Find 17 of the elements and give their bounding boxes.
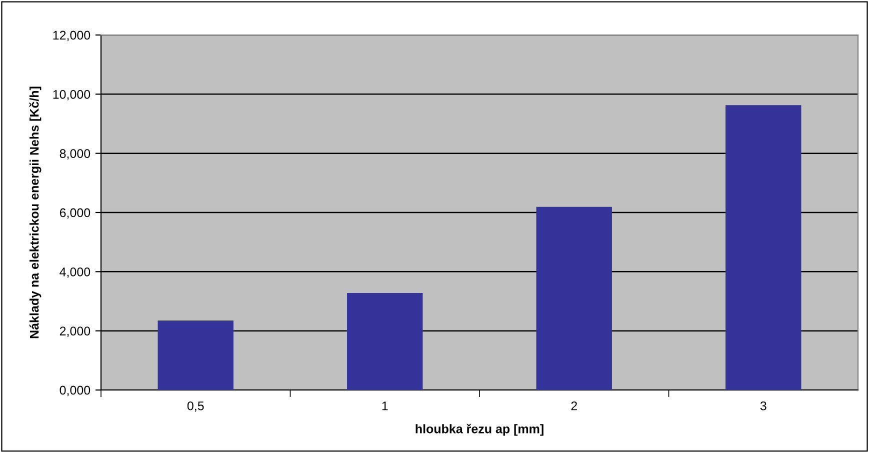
bar bbox=[347, 292, 423, 390]
x-tick-label: 0,5 bbox=[187, 401, 204, 412]
y-tick-label: 6,000 bbox=[60, 208, 90, 219]
x-axis-title: hloubka řezu ap [mm] bbox=[416, 424, 544, 436]
y-tick-label: 12,000 bbox=[53, 30, 90, 42]
y-tick-label: 4,000 bbox=[60, 267, 90, 278]
y-tick-label: 8,000 bbox=[60, 149, 90, 160]
y-tick-label: 10,000 bbox=[53, 90, 90, 100]
y-axis-title: Náklady na elektrickou energii Nehs [Kč/h] bbox=[29, 86, 42, 338]
bar bbox=[726, 105, 802, 390]
bar bbox=[158, 320, 234, 390]
bar bbox=[536, 206, 612, 390]
x-tick-label: 1 bbox=[382, 402, 388, 410]
y-tick-label: 2,000 bbox=[60, 326, 90, 337]
y-tick-label: 0,000 bbox=[60, 386, 90, 396]
x-tick-label: 3 bbox=[760, 401, 766, 410]
x-tick-label: 2 bbox=[571, 401, 577, 410]
